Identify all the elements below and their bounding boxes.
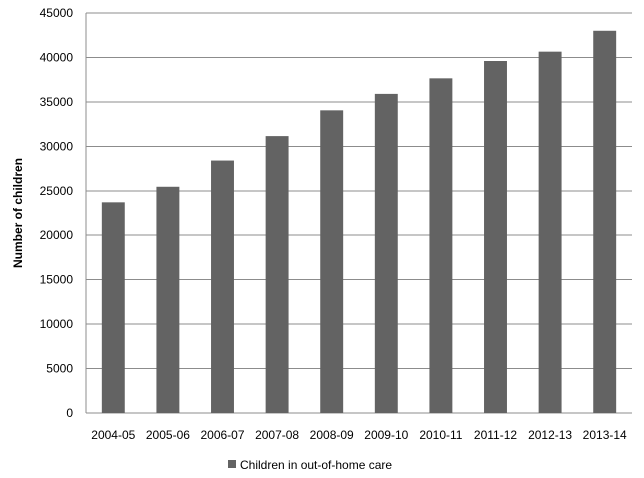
y-tick-label: 10000 bbox=[40, 317, 74, 331]
bar bbox=[320, 110, 344, 413]
bar bbox=[484, 61, 507, 413]
legend: Children in out-of-home care bbox=[228, 458, 392, 472]
x-axis-tick-labels: 2004-05 2005-06 2006-07 2007-08 2008-09 2009-… bbox=[91, 428, 627, 442]
bar bbox=[156, 186, 180, 413]
y-tick-label: 0 bbox=[66, 406, 73, 420]
x-tick-label: 2004-05 bbox=[91, 428, 135, 442]
bar bbox=[429, 78, 453, 413]
bar bbox=[211, 160, 234, 413]
bar bbox=[374, 93, 398, 413]
y-tick-label: 20000 bbox=[40, 228, 74, 242]
bar bbox=[101, 202, 125, 413]
y-tick-label: 30000 bbox=[40, 139, 74, 153]
y-tick-label: 5000 bbox=[46, 362, 73, 376]
bars bbox=[101, 30, 617, 414]
bar bbox=[593, 30, 617, 414]
y-tick-label: 25000 bbox=[40, 184, 74, 198]
y-tick-label: 35000 bbox=[40, 95, 74, 109]
legend-label: Children in out-of-home care bbox=[240, 458, 392, 472]
bar bbox=[265, 136, 289, 413]
x-tick-label: 2010-11 bbox=[419, 428, 462, 442]
legend-swatch bbox=[228, 460, 236, 468]
x-tick-label: 2011-12 bbox=[474, 428, 517, 442]
x-tick-label: 2008-09 bbox=[310, 428, 354, 442]
x-tick-label: 2013-14 bbox=[583, 428, 627, 442]
y-axis-title: Number of children bbox=[11, 158, 25, 268]
y-tick-label: 45000 bbox=[40, 6, 74, 20]
bar bbox=[538, 51, 562, 414]
x-tick-label: 2005-06 bbox=[146, 428, 190, 442]
x-tick-label: 2006-07 bbox=[200, 428, 244, 442]
x-tick-label: 2009-10 bbox=[364, 428, 408, 442]
x-tick-label: 2012-13 bbox=[528, 428, 572, 442]
y-tick-label: 40000 bbox=[40, 50, 74, 64]
y-tick-label: 15000 bbox=[40, 273, 74, 287]
y-axis-tick-labels: 0 5000 10000 15000 20000 25000 30000 35000 40000… bbox=[40, 6, 74, 420]
x-tick-label: 2007-08 bbox=[255, 428, 299, 442]
